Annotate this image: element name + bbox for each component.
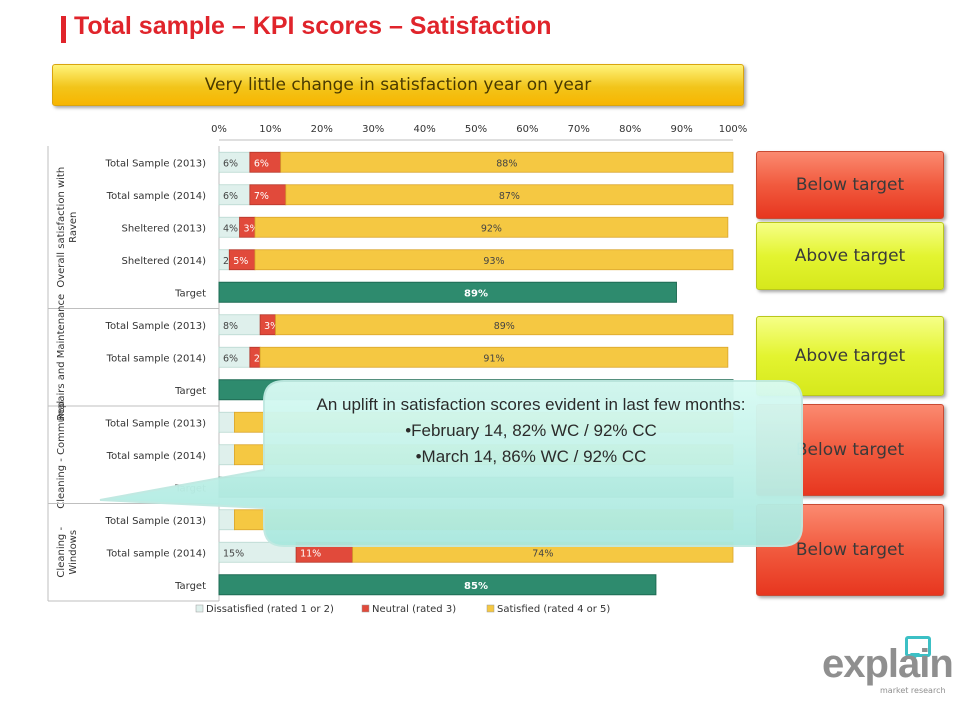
row-label: Sheltered (2013) <box>121 223 206 234</box>
row-label: Total Sample (2013) <box>105 418 207 429</box>
brand-logo: explain <box>822 642 954 686</box>
callout-text: An uplift in satisfaction scores evident… <box>262 392 800 470</box>
group-label-line: Windows <box>68 530 79 575</box>
row-label: Total Sample (2013) <box>105 516 207 527</box>
status-label: Below target <box>795 440 905 460</box>
target-value-label: 89% <box>464 288 488 299</box>
neutral-segment-label: 3% <box>264 321 279 332</box>
legend-label: Satisfied (rated 4 or 5) <box>497 604 610 615</box>
status-label: Above target <box>794 246 906 266</box>
x-tick-label: 10% <box>259 124 281 135</box>
status-label: Above target <box>794 346 906 366</box>
satisfied-segment-label: 93% <box>483 256 504 267</box>
row-label: Target <box>174 386 206 397</box>
row-label: Total Sample (2013) <box>105 321 207 332</box>
target-bar <box>218 281 677 303</box>
x-tick-label: 30% <box>362 124 384 135</box>
group-label: Overall satisfaction withRaven <box>56 167 79 288</box>
group-label-line: Cleaning - <box>56 527 67 578</box>
legend-swatch <box>195 604 204 613</box>
dissatisfied-segment-label: 15% <box>223 548 244 559</box>
satisfied-segment <box>275 314 734 336</box>
group-label-line: Repairs and Maintenance <box>56 294 67 421</box>
satisfied-segment-label: 91% <box>483 353 504 364</box>
row-label: Sheltered (2014) <box>121 256 206 267</box>
callout-bullet: March 14, 86% WC / 92% CC <box>262 444 800 470</box>
status-box-overall-2014: Above target <box>756 222 944 290</box>
callout-heading: An uplift in satisfaction scores evident… <box>316 395 746 414</box>
satisfied-segment-label: 88% <box>496 158 517 169</box>
row-label: Target <box>174 581 206 592</box>
summary-banner: Very little change in satisfaction year … <box>52 64 744 106</box>
x-tick-label: 80% <box>619 124 641 135</box>
page-title: Total sample – KPI scores – Satisfaction <box>74 12 552 40</box>
dissatisfied-segment-label: 8% <box>223 321 238 332</box>
satisfied-segment-label: 92% <box>481 223 502 234</box>
neutral-segment-label: 7% <box>254 191 269 202</box>
x-tick-label: 60% <box>516 124 538 135</box>
satisfied-segment-label: 74% <box>532 548 553 559</box>
status-label: Below target <box>795 540 905 560</box>
satisfied-segment-label: 89% <box>494 321 515 332</box>
x-tick-label: 40% <box>413 124 435 135</box>
satisfied-segment-label: 87% <box>499 191 520 202</box>
callout-bullet: February 14, 82% WC / 92% CC <box>262 418 800 444</box>
x-tick-label: 70% <box>568 124 590 135</box>
group-label: Cleaning - Communal <box>56 401 67 509</box>
callout-bullet-list: February 14, 82% WC / 92% CC March 14, 8… <box>262 418 800 470</box>
row-label: Total sample (2014) <box>106 548 206 559</box>
row-label: Total sample (2014) <box>106 353 206 364</box>
dissatisfied-segment-label: 6% <box>223 158 238 169</box>
group-label: Cleaning -Windows <box>56 527 79 578</box>
neutral-segment-label: 3% <box>244 223 259 234</box>
neutral-segment-label: 11% <box>300 548 321 559</box>
group-label-line: Raven <box>68 212 79 243</box>
dissatisfied-segment-label: 6% <box>223 353 238 364</box>
status-label: Below target <box>795 175 905 195</box>
target-value-label: 85% <box>464 581 488 592</box>
group-label-line: Cleaning - Communal <box>56 401 67 509</box>
row-label: Total sample (2014) <box>106 451 206 462</box>
status-box-overall-2013: Below target <box>756 151 944 219</box>
satisfied-segment <box>285 184 734 206</box>
legend-label: Dissatisfied (rated 1 or 2) <box>206 604 334 615</box>
row-label: Total sample (2014) <box>106 191 206 202</box>
group-label-line: Overall satisfaction with <box>56 167 67 288</box>
satisfied-segment <box>259 346 729 368</box>
x-tick-label: 20% <box>311 124 333 135</box>
x-tick-label: 0% <box>211 124 227 135</box>
status-box-windows: Below target <box>756 504 944 596</box>
x-tick-label: 90% <box>670 124 692 135</box>
legend-swatch <box>486 604 495 613</box>
row-label: Target <box>174 288 206 299</box>
title-accent-bar <box>61 16 66 43</box>
legend-swatch <box>361 604 370 613</box>
summary-banner-text: Very little change in satisfaction year … <box>204 75 592 95</box>
target-bar <box>218 574 657 596</box>
group-label: Repairs and Maintenance <box>56 294 67 421</box>
speech-bubble-tail <box>910 653 920 659</box>
satisfied-segment <box>254 216 729 238</box>
satisfied-segment <box>254 249 734 271</box>
dissatisfied-segment-label: 4% <box>223 223 238 234</box>
row-label: Total Sample (2013) <box>105 158 207 169</box>
neutral-segment-label: 5% <box>233 256 248 267</box>
satisfied-segment <box>280 151 734 173</box>
legend-label: Neutral (rated 3) <box>372 604 456 615</box>
neutral-segment-label: 6% <box>254 158 269 169</box>
x-tick-label: 100% <box>719 124 748 135</box>
x-tick-label: 50% <box>465 124 487 135</box>
brand-tagline: market research <box>880 686 946 695</box>
dissatisfied-segment-label: 6% <box>223 191 238 202</box>
